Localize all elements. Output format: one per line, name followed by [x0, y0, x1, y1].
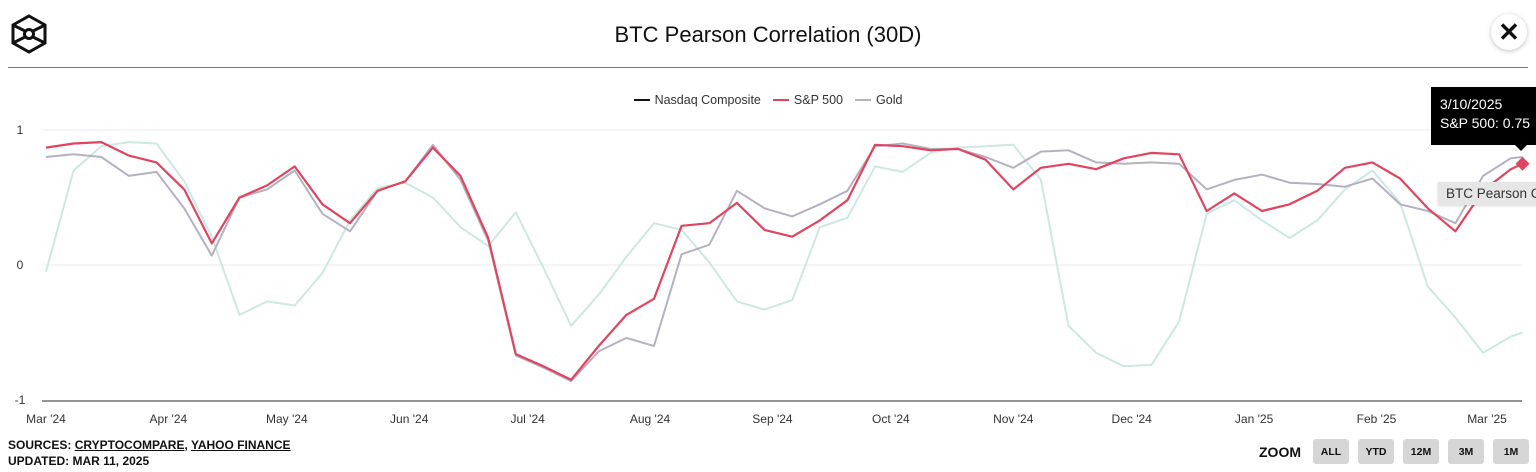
x-tick-label: Mar '24 [26, 412, 66, 426]
source-link-yahoo-finance[interactable]: YAHOO FINANCE [190, 438, 291, 452]
x-tick-label: Jul '24 [510, 412, 545, 426]
tooltip-arrow [1515, 145, 1527, 151]
x-tick-label: May '24 [266, 412, 308, 426]
zoom-3m-button[interactable]: 3M [1448, 439, 1484, 464]
legend-swatch [772, 99, 789, 101]
x-tick-label: Apr '24 [150, 412, 188, 426]
x-tick-label: Nov '24 [993, 412, 1034, 426]
zoom-ytd-button[interactable]: YTD [1358, 439, 1394, 464]
separator: , [184, 438, 191, 452]
highlight-marker [1515, 156, 1530, 171]
y-tick-label: 0 [17, 258, 24, 272]
header-divider [8, 67, 1528, 68]
x-tick-label: Jun '24 [390, 412, 429, 426]
updated-date: UPDATED: MAR 11, 2025 [8, 454, 150, 468]
legend-item-sp500[interactable]: S&P 500 [772, 93, 844, 107]
source-link-cryptocompare[interactable]: CRYPTOCOMPARE [74, 438, 185, 452]
legend-swatch [633, 99, 650, 101]
y-tick-label: -1 [15, 393, 26, 407]
legend-item-gold[interactable]: Gold [855, 93, 902, 107]
legend-label: Nasdaq Composite [654, 93, 761, 107]
y-tick-label: 1 [17, 123, 24, 137]
series-line-nasdaq-composite [45, 142, 1523, 383]
sources-line: SOURCES: CRYPTOCOMPARE, YAHOO FINANCE [8, 437, 291, 453]
x-tick-label: Sep '24 [752, 412, 793, 426]
sources-label: SOURCES: [8, 438, 75, 452]
tooltip-date: 3/10/2025 [1440, 96, 1503, 112]
zoom-controls: ZOOM ALL YTD 12M 3M 1M [1259, 439, 1529, 464]
zoom-label: ZOOM [1259, 443, 1301, 460]
legend-item-nasdaq[interactable]: Nasdaq Composite [633, 93, 761, 107]
close-icon: ✕ [1498, 16, 1520, 47]
chart-legend: Nasdaq Composite S&P 500 Gold [0, 93, 1536, 107]
x-tick-label: Jan '25 [1235, 412, 1274, 426]
tooltip: 3/10/2025 S&P 500: 0.75 [1431, 87, 1536, 145]
x-tick-label: Aug '24 [630, 412, 671, 426]
x-tick-label: Oct '24 [872, 412, 910, 426]
series-name-label: BTC Pearson C [1438, 182, 1536, 205]
logo-icon [11, 14, 47, 54]
x-tick-label: Dec '24 [1112, 412, 1153, 426]
tooltip-value: S&P 500: 0.75 [1440, 115, 1531, 131]
x-tick-label: Feb '25 [1357, 412, 1397, 426]
zoom-12m-button[interactable]: 12M [1403, 439, 1439, 464]
legend-swatch [855, 99, 872, 101]
series-line-s-p-500 [45, 141, 1524, 381]
series-line-gold [45, 141, 1523, 368]
legend-label: Gold [876, 93, 903, 107]
close-button[interactable]: ✕ [1491, 14, 1527, 50]
zoom-1m-button[interactable]: 1M [1493, 439, 1529, 464]
legend-label: S&P 500 [793, 93, 844, 107]
footer: SOURCES: CRYPTOCOMPARE, YAHOO FINANCE UP… [8, 437, 291, 469]
zoom-all-button[interactable]: ALL [1313, 439, 1349, 464]
x-tick-label: Mar '25 [1467, 412, 1507, 426]
page-title: BTC Pearson Correlation (30D) [614, 22, 922, 47]
